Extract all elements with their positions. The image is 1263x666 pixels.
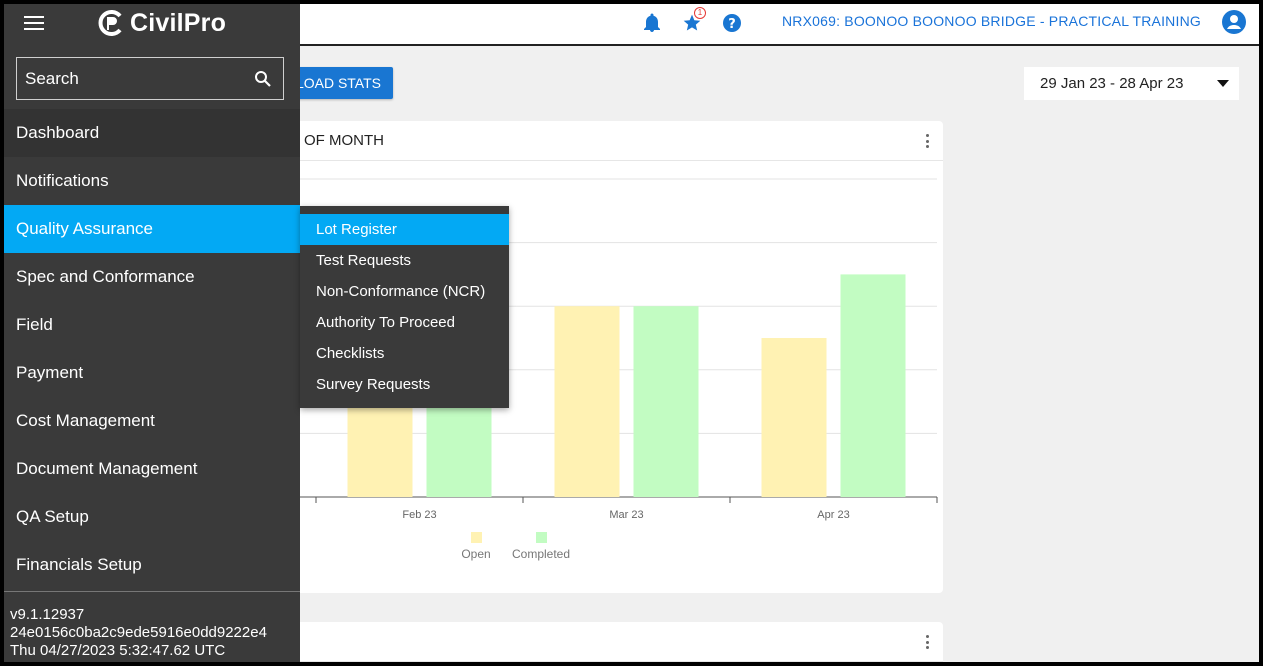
app-window: 1 ? NRX069: BOONOO BOONOO BRIDGE - PRACT… [4, 4, 1259, 662]
submenu-item-authority-to-proceed[interactable]: Authority To Proceed [316, 314, 455, 331]
second-card: H [264, 622, 943, 662]
notification-badge: 1 [694, 7, 706, 19]
version-hash: 24e0156c0ba2c9ede5916e0dd9222e4 [10, 624, 267, 641]
account-icon[interactable] [1221, 9, 1247, 35]
hamburger-menu-icon[interactable] [24, 16, 44, 30]
sidebar-item-cost-management[interactable]: Cost Management [16, 411, 155, 430]
bar-open-mar-23 [554, 306, 620, 497]
search-icon[interactable] [254, 70, 271, 92]
sidebar-item-qa-setup[interactable]: QA Setup [16, 507, 89, 526]
legend-swatch-completed [536, 532, 547, 543]
date-range-value: 29 Jan 23 - 28 Apr 23 [1040, 75, 1184, 92]
sidebar-item-financials-setup[interactable]: Financials Setup [16, 555, 142, 574]
version-info: v9.1.12937 24e0156c0ba2c9ede5916e0dd9222… [4, 591, 300, 662]
bar-completed-mar-23 [633, 306, 699, 497]
submenu-item-test-requests[interactable]: Test Requests [316, 252, 412, 269]
sidebar-header: CivilPro [4, 4, 300, 46]
star-icon[interactable] [681, 12, 703, 34]
submenu-item-lot-register[interactable]: Lot Register [300, 214, 509, 245]
search-input[interactable]: Search [16, 57, 284, 100]
sidebar-item-document-management[interactable]: Document Management [16, 459, 198, 478]
logo[interactable]: CivilPro [96, 6, 226, 40]
more-options-icon-2[interactable] [925, 635, 929, 649]
date-range-select[interactable]: 29 Jan 23 - 28 Apr 23 [1024, 67, 1239, 100]
submenu-item-ncr[interactable]: Non-Conformance (NCR) [316, 283, 486, 300]
legend-swatch-open [471, 532, 482, 543]
project-title[interactable]: NRX069: BOONOO BOONOO BRIDGE - PRACTICAL… [782, 13, 1201, 29]
more-options-icon[interactable] [925, 134, 929, 148]
legend-label-open: Open [461, 547, 490, 561]
x-tick-label: Feb 23 [402, 509, 436, 521]
bell-icon[interactable] [641, 12, 663, 34]
version-timestamp: Thu 04/27/2023 5:32:47.62 UTC [10, 642, 226, 659]
sidebar-item-quality-assurance[interactable]: Quality Assurance [4, 205, 300, 253]
x-tick-label: Mar 23 [609, 509, 643, 521]
search-placeholder: Search [25, 68, 79, 88]
logo-icon [98, 10, 122, 36]
card-title-2: H [264, 622, 943, 662]
card-title: D OF MONTH [264, 121, 943, 161]
bar-completed-apr-23 [840, 274, 906, 497]
version-number: v9.1.12937 [10, 606, 85, 623]
svg-text:?: ? [728, 17, 736, 32]
sidebar-item-notifications[interactable]: Notifications [16, 171, 109, 190]
submenu-item-checklists[interactable]: Checklists [316, 345, 385, 362]
bar-open-apr-23 [761, 338, 827, 497]
bar-chart: Feb 23 Mar 23 Apr 23 Open Completed [284, 178, 938, 561]
logo-text: CivilPro [130, 8, 227, 37]
help-icon[interactable]: ? [721, 12, 743, 34]
caret-down-icon [1217, 80, 1229, 87]
sidebar-item-spec-and-conformance[interactable]: Spec and Conformance [16, 267, 195, 286]
sidebar-item-field[interactable]: Field [16, 315, 53, 334]
sidebar: CivilPro Search Dashboard Notifications … [4, 4, 300, 662]
sidebar-item-dashboard[interactable]: Dashboard [4, 109, 300, 157]
legend-label-completed: Completed [512, 547, 570, 561]
quality-assurance-submenu: Lot Register Test Requests Non-Conforman… [300, 206, 509, 408]
x-tick-label: Apr 23 [817, 509, 849, 521]
bar-open-feb-23 [347, 401, 413, 497]
submenu-item-survey-requests[interactable]: Survey Requests [316, 376, 431, 393]
sidebar-item-payment[interactable]: Payment [16, 363, 84, 382]
